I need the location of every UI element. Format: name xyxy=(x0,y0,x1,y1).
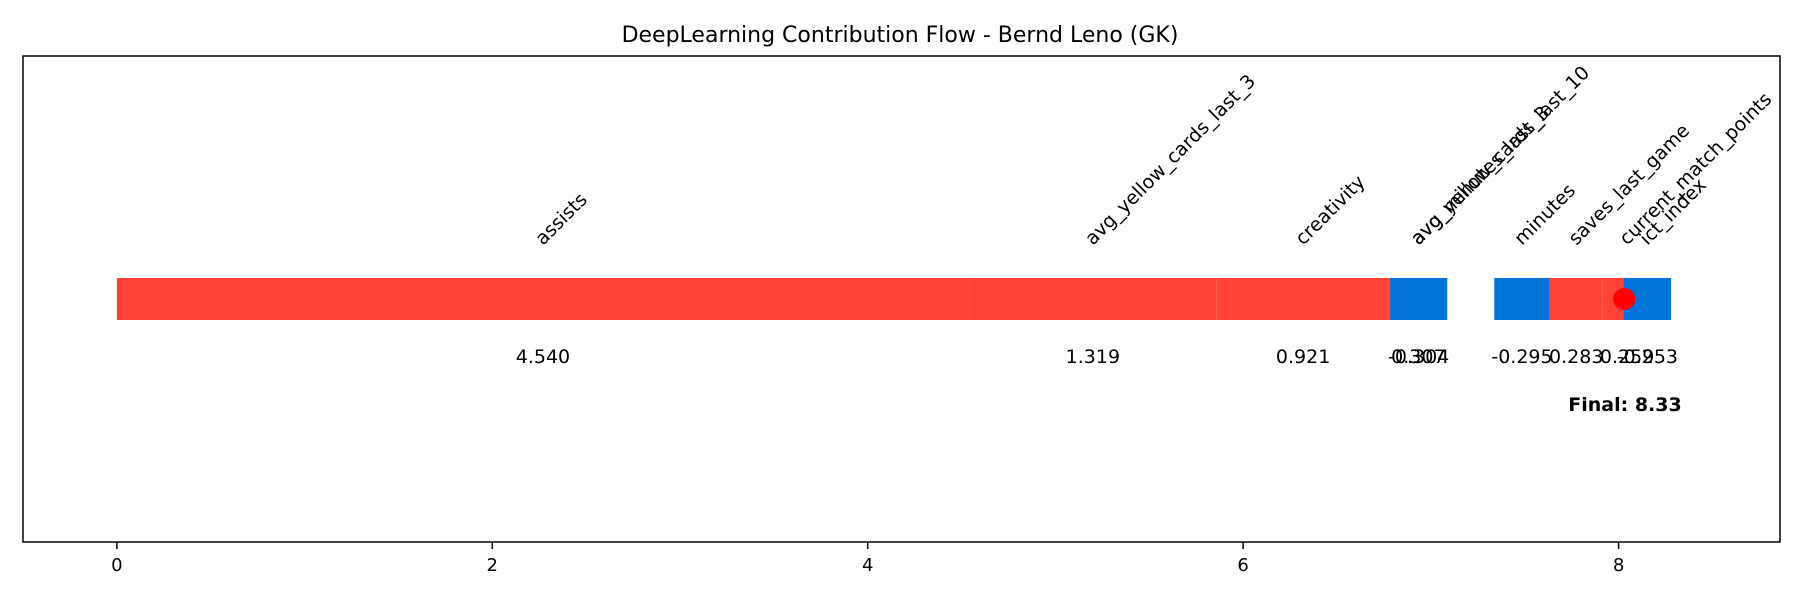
feature-label-creativity: creativity xyxy=(1291,171,1370,250)
value-label-current-match-points: 0.259 xyxy=(1600,346,1654,368)
bar-segment-saves-last-game xyxy=(1549,278,1603,320)
final-value-label: Final: 8.33 xyxy=(1568,394,1681,416)
bar-segment-avg-minutes-last-3 xyxy=(1390,278,1448,320)
x-tick-label: 2 xyxy=(487,555,498,576)
feature-label-assists: assists xyxy=(531,189,592,250)
x-axis: 0 2 4 6 8 xyxy=(111,542,1624,576)
value-label-avg-yellow-cards-last-10: 0.307 xyxy=(1391,346,1445,368)
bar-segment-avg-yellow-cards-last-3 xyxy=(969,278,1217,320)
feature-label-avg-yellow-cards-last-3: avg_yellow_cards_last_3 xyxy=(1081,70,1260,249)
x-tick-label: 4 xyxy=(862,555,873,576)
value-label-creativity: 0.921 xyxy=(1276,346,1330,368)
x-tick-label: 6 xyxy=(1237,555,1248,576)
bars-layer xyxy=(116,278,1672,320)
value-labels-layer: 4.540 1.319 0.921 0.307-0.304 -0.2950.2830.2… xyxy=(516,346,1678,368)
feature-labels-layer: assists avg_yellow_cards_last_3 creativity… xyxy=(531,62,1776,250)
value-label-minutes: -0.295 xyxy=(1491,346,1552,368)
bar-segment-assists xyxy=(116,278,970,320)
value-label-ict-index: -0.253 xyxy=(1617,346,1678,368)
chart-title: DeepLearning Contribution Flow - Bernd L… xyxy=(622,23,1179,48)
value-label-saves-last-game: 0.283 xyxy=(1549,346,1603,368)
value-label-avg-yellow-cards-last-3: 1.319 xyxy=(1066,346,1120,368)
x-tick-label: 0 xyxy=(111,555,122,576)
bar-segment-creativity xyxy=(1216,278,1390,320)
final-value-marker xyxy=(1613,288,1636,310)
value-label-avg-minutes-last-3: -0.304 xyxy=(1388,346,1449,368)
bar-segment-minutes xyxy=(1494,278,1550,320)
plot-area-frame xyxy=(22,55,1781,543)
value-label-assists: 4.540 xyxy=(516,346,570,368)
x-tick-label: 8 xyxy=(1613,555,1624,576)
